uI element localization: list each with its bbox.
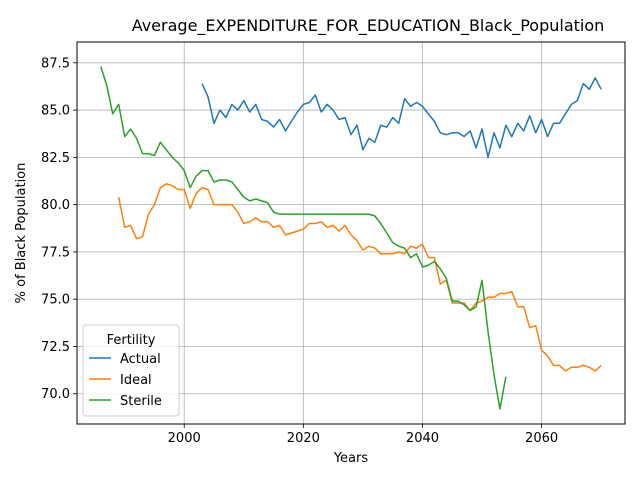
legend-label-ideal: Ideal	[120, 373, 152, 388]
x-axis-label: Years	[333, 451, 369, 466]
series-line-actual	[201, 77, 602, 159]
x-tick-label: 2000	[168, 431, 201, 446]
series-line-ideal	[117, 183, 602, 372]
plot-area-frame	[76, 41, 626, 425]
y-tick-label: 75.0	[41, 293, 70, 308]
legend-title: Fertility	[107, 333, 156, 348]
y-tick-label: 82.5	[41, 151, 70, 166]
series-lines	[100, 66, 602, 410]
x-axis-ticks: 2000 2020 2040 2060	[168, 424, 558, 446]
legend-entries: Actual Ideal Sterile	[89, 352, 162, 409]
legend-label-actual: Actual	[120, 352, 161, 367]
y-axis-label: % of Black Population	[14, 163, 29, 304]
y-axis-ticks: 70.0 72.5 75.0 77.5 80.0 82.5 85.0 87.5	[41, 56, 77, 402]
y-tick-label: 87.5	[41, 56, 70, 71]
legend: Fertility Actual Ideal Sterile	[82, 324, 180, 417]
chart-title: Average_EXPENDITURE_FOR_EDUCATION_Black_…	[132, 16, 605, 36]
x-tick-label: 2040	[406, 431, 439, 446]
y-tick-label: 72.5	[41, 340, 70, 355]
y-tick-label: 70.0	[41, 387, 70, 402]
y-tick-label: 85.0	[41, 104, 70, 119]
y-tick-label: 80.0	[41, 198, 70, 213]
legend-label-sterile: Sterile	[120, 394, 162, 409]
y-tick-label: 77.5	[41, 245, 70, 260]
x-tick-label: 2020	[287, 431, 320, 446]
x-tick-label: 2060	[525, 431, 558, 446]
series-line-sterile	[100, 66, 507, 410]
legend-box	[82, 324, 180, 417]
